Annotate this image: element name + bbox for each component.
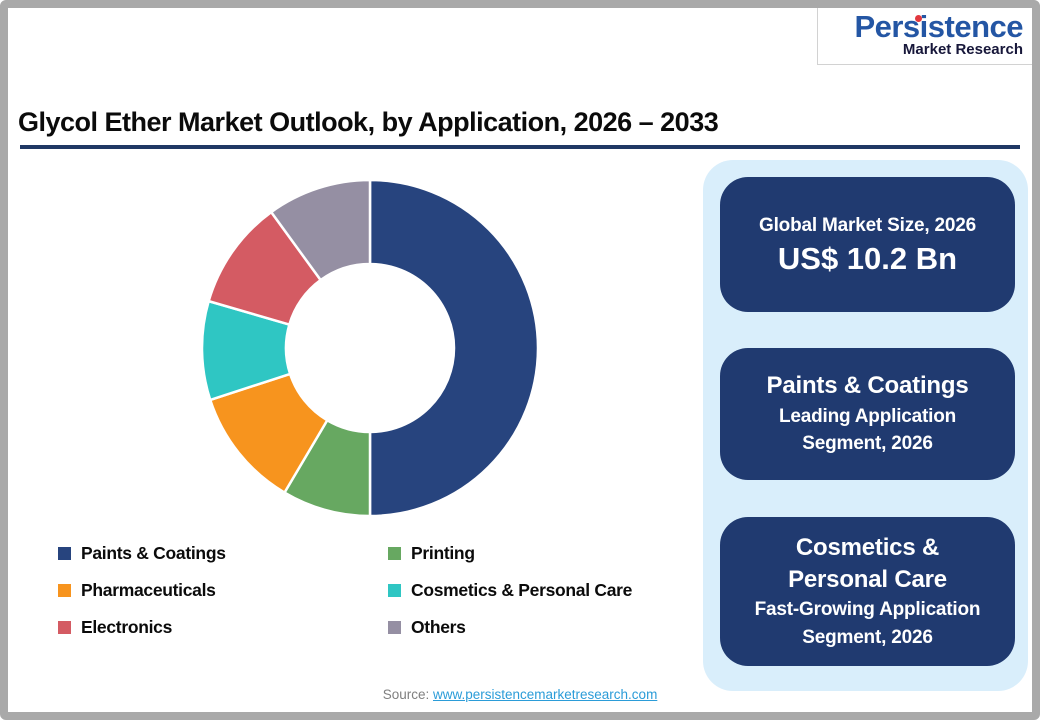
legend-item-cosmetics-personal-care: Cosmetics & Personal Care (388, 579, 708, 600)
fast-growing-segment-name: Cosmetics & Personal Care (788, 532, 947, 597)
legend-label: Pharmaceuticals (81, 579, 216, 600)
fast-growing-name-line1: Cosmetics & (795, 533, 940, 561)
market-size-card: Global Market Size, 2026 US$ 10.2 Bn (720, 177, 1015, 312)
legend-label: Printing (411, 542, 475, 563)
logo-text: Persistence (854, 9, 1023, 44)
legend-swatch-icon (388, 546, 401, 560)
source-line: Source: www.persistencemarketresearch.co… (8, 687, 1032, 702)
leading-caption-line1: Leading Application (778, 405, 957, 427)
market-size-value: US$ 10.2 Bn (777, 241, 958, 277)
legend-label: Electronics (81, 616, 173, 637)
donut-chart-svg (200, 178, 540, 518)
donut-slice-paints-coatings (368, 178, 540, 518)
source-label: Source: (382, 687, 430, 702)
legend-label: Paints & Coatings (81, 542, 226, 563)
legend-item-printing: Printing (388, 542, 708, 563)
donut-chart (198, 176, 542, 520)
leading-segment-name: Paints & Coatings (766, 372, 969, 400)
chart-title: Glycol Ether Market Outlook, by Applicat… (18, 107, 719, 137)
legend-swatch-icon (58, 620, 71, 634)
legend-swatch-icon (388, 583, 401, 597)
page-body: Persistence Market Research Glycol Ether… (8, 8, 1032, 712)
chart-legend: Paints & Coatings Printing Pharmaceuticals… (58, 542, 708, 637)
legend-item-others: Others (388, 616, 708, 637)
logo-i-dot-icon (915, 15, 922, 22)
fast-growing-caption-line1: Fast-Growing Application (754, 599, 981, 621)
legend-swatch-icon (58, 546, 71, 560)
leading-caption-line2: Segment, 2026 (802, 433, 933, 455)
logo-subtitle: Market Research (902, 40, 1023, 58)
fast-growing-segment-caption: Fast-Growing Application Segment, 2026 (755, 596, 981, 651)
legend-label: Cosmetics & Personal Care (411, 579, 633, 600)
title-underline (20, 145, 1020, 149)
legend-label: Others (411, 616, 466, 637)
donut-slice-others (270, 178, 372, 282)
legend-swatch-icon (58, 583, 71, 597)
pmr-logo: Persistence Market Research (817, 8, 1032, 65)
fast-growing-caption-line2: Segment, 2026 (802, 626, 933, 648)
legend-item-pharmaceuticals: Pharmaceuticals (58, 579, 388, 600)
legend-swatch-icon (388, 620, 401, 634)
fast-growing-segment-card: Cosmetics & Personal Care Fast-Growing A… (720, 517, 1015, 666)
legend-item-electronics: Electronics (58, 616, 388, 637)
fast-growing-name-line2: Personal Care (788, 565, 947, 593)
market-size-label: Global Market Size, 2026 (759, 214, 976, 236)
highlights-panel: Global Market Size, 2026 US$ 10.2 Bn Pai… (703, 160, 1028, 691)
source-link[interactable]: www.persistencemarketresearch.com (432, 687, 658, 702)
logo-wordmark: Persistence (854, 9, 1023, 44)
leading-segment-caption: Leading Application Segment, 2026 (779, 403, 956, 458)
legend-item-paints-coatings: Paints & Coatings (58, 542, 388, 563)
leading-segment-card: Paints & Coatings Leading Application Se… (720, 348, 1015, 480)
